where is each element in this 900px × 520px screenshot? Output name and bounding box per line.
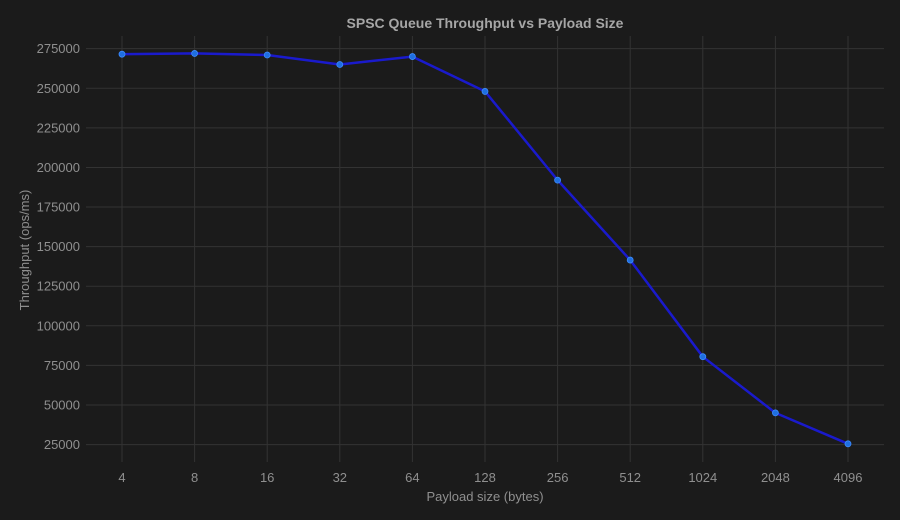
y-tick-label: 50000 [44, 397, 80, 412]
y-tick-label: 275000 [37, 41, 80, 56]
x-tick-label: 16 [260, 470, 274, 485]
y-tick-label: 100000 [37, 318, 80, 333]
x-tick-label: 1024 [688, 470, 717, 485]
y-tick-label: 125000 [37, 279, 80, 294]
y-tick-label: 175000 [37, 200, 80, 215]
data-point [699, 353, 707, 361]
x-axis-label: Payload size (bytes) [426, 489, 543, 504]
data-point [336, 61, 344, 68]
data-point [118, 50, 126, 58]
y-axis-label: Throughput (ops/ms) [17, 190, 32, 311]
data-point [408, 53, 416, 60]
series [118, 50, 852, 448]
y-tick-label: 150000 [37, 239, 80, 254]
y-tick-label: 250000 [37, 81, 80, 96]
x-tick-label: 4 [118, 470, 125, 485]
data-point [481, 88, 489, 95]
y-tick-label: 75000 [44, 358, 80, 373]
grid [86, 36, 884, 462]
chart-title: SPSC Queue Throughput vs Payload Size [347, 15, 624, 31]
x-tick-label: 64 [405, 470, 419, 485]
y-tick-label: 200000 [37, 160, 80, 175]
x-tick-label: 512 [619, 470, 641, 485]
data-point [844, 440, 852, 448]
x-tick-label: 4096 [834, 470, 863, 485]
data-point [191, 50, 199, 57]
data-point [626, 256, 634, 264]
data-point [554, 176, 561, 184]
x-tick-label: 8 [191, 470, 198, 485]
x-tick-label: 2048 [761, 470, 790, 485]
x-tick-label: 32 [333, 470, 347, 485]
data-point [263, 51, 271, 59]
x-tick-label: 256 [547, 470, 569, 485]
y-axis-ticks: 25000 50000 75000 100000 125000 150000 175000 2… [37, 41, 80, 452]
data-point [772, 409, 779, 417]
y-tick-label: 225000 [37, 120, 80, 135]
y-tick-label: 25000 [44, 437, 80, 452]
x-axis-ticks: 4 8 16 32 64 128 256 512 1024 2048 4096 [118, 470, 862, 485]
x-tick-label: 128 [474, 470, 496, 485]
